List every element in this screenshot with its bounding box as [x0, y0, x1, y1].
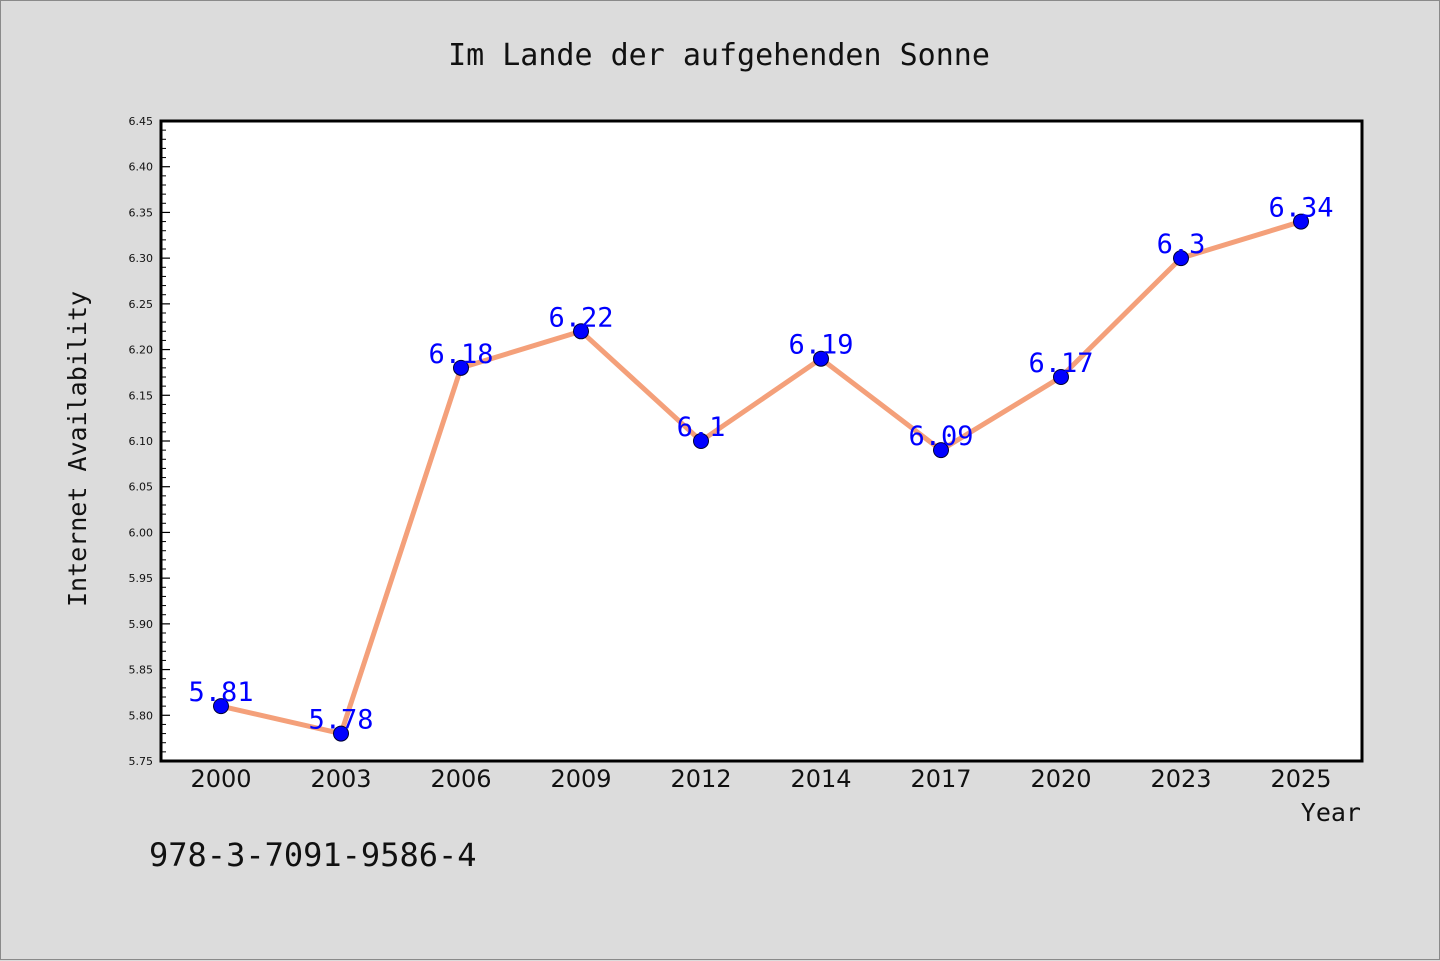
- y-tick-label: 5.75: [129, 755, 154, 768]
- x-tick-label: 2003: [310, 765, 371, 793]
- y-tick-label: 6.05: [129, 481, 154, 494]
- data-label: 6.17: [1028, 348, 1093, 379]
- y-tick-label: 6.10: [129, 435, 154, 448]
- footer-code: 978-3-7091-9586-4: [149, 836, 477, 874]
- data-label: 6.09: [908, 421, 973, 452]
- data-point: [693, 433, 709, 449]
- x-axis-label: Year: [1301, 798, 1361, 827]
- y-tick-label: 6.20: [129, 344, 154, 357]
- y-axis-label: Internet Availability: [63, 291, 92, 607]
- data-label: 5.78: [308, 705, 373, 736]
- y-tick-label: 5.90: [129, 618, 154, 631]
- data-point: [813, 350, 829, 367]
- y-axis: 5.75 5.80 5.85 5.90 5.95 6.00 6.05 6.10 6.15 6.20…: [129, 115, 170, 768]
- series-line: [218, 219, 1304, 737]
- data-label: 6.19: [788, 330, 853, 361]
- y-tick-label: 6.45: [129, 115, 154, 128]
- data-points: [213, 213, 1309, 742]
- x-axis: 2000 2003 2006 2009 2012 2014 2017 2020 2023 2025: [190, 765, 1331, 793]
- y-tick-label: 5.85: [129, 664, 154, 677]
- data-point: [1173, 250, 1189, 267]
- data-point: [453, 359, 469, 376]
- x-tick-label: 2017: [910, 765, 971, 793]
- x-tick-label: 2012: [670, 765, 731, 793]
- y-tick-label: 6.15: [129, 389, 154, 402]
- y-tick-label: 6.35: [129, 206, 154, 219]
- data-point: [1293, 213, 1309, 230]
- x-tick-label: 2009: [550, 765, 611, 793]
- data-point: [933, 442, 949, 459]
- x-tick-label: 2025: [1270, 765, 1331, 793]
- data-label: 6.34: [1268, 193, 1333, 224]
- x-tick-label: 2000: [190, 765, 251, 793]
- plot-area: [159, 119, 1364, 763]
- data-labels: 5.81 5.78 6.18 6.22 6.1 6.19 6.09 6.17 6.3 6.34: [188, 193, 1333, 736]
- y-tick-label: 5.80: [129, 709, 154, 722]
- data-label: 6.3: [1157, 229, 1206, 260]
- chart-title: Im Lande der aufgehenden Sonne: [448, 38, 990, 73]
- x-tick-label: 2014: [790, 765, 851, 793]
- x-tick-label: 2023: [1150, 765, 1211, 793]
- data-label: 5.81: [188, 677, 253, 708]
- data-label: 6.1: [677, 412, 726, 443]
- data-point: [573, 323, 589, 340]
- data-point: [1053, 369, 1069, 385]
- y-tick-label: 6.30: [129, 252, 154, 265]
- y-tick-label: 6.00: [129, 526, 154, 539]
- data-point: [213, 698, 229, 715]
- y-tick-label: 5.95: [129, 572, 154, 585]
- y-tick-label: 6.40: [129, 161, 154, 174]
- x-tick-label: 2006: [430, 765, 491, 793]
- data-point: [333, 725, 349, 742]
- y-tick-label: 6.25: [129, 298, 154, 311]
- x-tick-label: 2020: [1030, 765, 1091, 793]
- data-label: 6.22: [548, 302, 613, 333]
- data-label: 6.18: [428, 339, 493, 370]
